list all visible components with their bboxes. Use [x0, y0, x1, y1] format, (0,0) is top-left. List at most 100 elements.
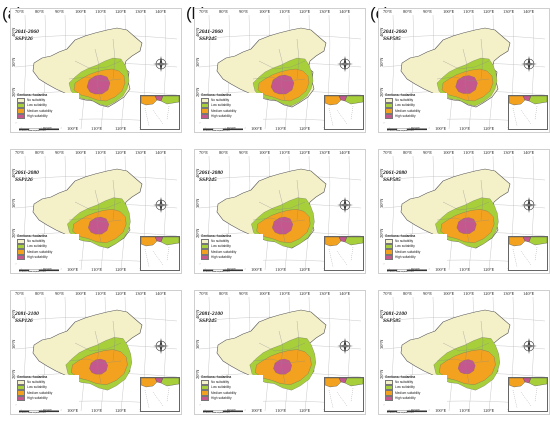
- top-tick-label: 110°E: [279, 150, 291, 155]
- legend-item: Low suitability: [17, 102, 79, 109]
- legend-swatch: [201, 254, 209, 261]
- bottom-tick-label: 120°E: [299, 126, 311, 131]
- scenario-label: SSP585: [383, 36, 401, 42]
- north-arrow-icon: [153, 56, 169, 72]
- top-tick-label: 110°E: [279, 291, 291, 296]
- scale-bar: 0 265 530 1,060 Km: [19, 410, 59, 414]
- legend-item: High suitability: [385, 395, 447, 402]
- bottom-tick-label: 120°E: [299, 408, 311, 413]
- high-suitability-region: [456, 217, 477, 234]
- legend-item: Low suitability: [385, 243, 447, 250]
- bottom-tick-label: 110°E: [459, 408, 471, 413]
- legend-title: Gentiana rhodantha: [201, 375, 232, 379]
- legend-label: High suitability: [27, 114, 48, 119]
- legend-title: Gentiana rhodantha: [385, 375, 416, 379]
- left-tick-label: 30°N: [379, 57, 384, 67]
- top-tick-label: 90°E: [239, 9, 249, 14]
- top-tick-label: 140°E: [155, 291, 167, 296]
- top-tick-label: 140°E: [523, 291, 535, 296]
- bottom-tick-label: 100°E: [67, 267, 79, 272]
- left-tick-label: 20°N: [195, 87, 200, 97]
- map-panel-ssp585-2041-2060: 70°E80°E90°E100°E110°E120°E130°E140°E90°…: [378, 8, 550, 133]
- top-tick-label: 80°E: [403, 9, 413, 14]
- legend-item: High suitability: [17, 395, 79, 402]
- period-label: 2081-2100: [199, 311, 223, 317]
- period-label: 2041-2060: [199, 29, 223, 35]
- left-tick-label: 20°N: [379, 87, 384, 97]
- bottom-tick-label: 120°E: [299, 267, 311, 272]
- scenario-label: SSP126: [15, 318, 33, 324]
- south-china-sea-inset: [140, 377, 180, 412]
- bottom-tick-label: 100°E: [251, 126, 263, 131]
- legend-swatch: [201, 249, 209, 255]
- legend-swatch: [385, 390, 393, 396]
- map-legend: Gentiana rhodantha No suitability Low suit…: [17, 375, 79, 409]
- left-tick-label: 30°N: [379, 198, 384, 208]
- period-label: 2061-2080: [199, 170, 223, 176]
- top-tick-label: 130°E: [319, 291, 331, 296]
- legend-item: High suitability: [17, 113, 79, 120]
- legend-label: No suitability: [395, 97, 414, 102]
- top-tick-label: 100°E: [75, 291, 87, 296]
- province-borders: [436, 179, 490, 243]
- legend-swatch: [385, 108, 393, 114]
- legend-swatch: [17, 238, 25, 244]
- high-suitability-region: [272, 216, 294, 235]
- top-tick-label: 140°E: [523, 9, 535, 14]
- top-tick-label: 70°E: [15, 150, 25, 155]
- top-tick-label: 130°E: [503, 150, 515, 155]
- top-tick-label: 100°E: [75, 150, 87, 155]
- legend-swatch: [201, 102, 209, 109]
- left-tick-label: 20°N: [11, 369, 16, 379]
- south-china-sea-inset: [140, 236, 180, 271]
- legend-label: Low suitability: [395, 103, 415, 108]
- legend-label: High suitability: [27, 396, 48, 401]
- scale-bar: 0 265 530 1,060 Km: [387, 410, 427, 414]
- top-tick-label: 110°E: [463, 291, 475, 296]
- legend-label: No suitability: [211, 238, 230, 243]
- legend-item: No suitability: [201, 379, 263, 385]
- legend-label: Low suitability: [27, 103, 47, 108]
- top-tick-label: 120°E: [299, 150, 311, 155]
- top-tick-label: 90°E: [423, 150, 433, 155]
- panel-title: 2081-2100 SSP245: [199, 311, 223, 325]
- china-map: [14, 296, 178, 412]
- top-tick-label: 110°E: [95, 291, 107, 296]
- scenario-label: SSP126: [15, 36, 33, 42]
- top-tick-label: 100°E: [259, 150, 271, 155]
- top-tick-label: 120°E: [483, 150, 495, 155]
- map-legend: Gentiana rhodantha No suitability Low suit…: [385, 234, 447, 268]
- legend-label: No suitability: [211, 379, 230, 384]
- south-china-sea-inset: [508, 95, 548, 130]
- legend-swatch: [201, 238, 209, 244]
- top-tick-label: 120°E: [115, 150, 127, 155]
- map-legend: Gentiana rhodantha No suitability Low suit…: [201, 93, 263, 127]
- legend-item: Low suitability: [385, 384, 447, 391]
- top-tick-label: 110°E: [95, 150, 107, 155]
- top-tick-label: 80°E: [35, 9, 45, 14]
- legend-label: Low suitability: [27, 385, 47, 390]
- top-tick-label: 70°E: [15, 9, 25, 14]
- legend-item: Low suitability: [385, 102, 447, 109]
- legend-swatch: [201, 97, 209, 103]
- legend-label: Low suitability: [395, 244, 415, 249]
- top-tick-label: 80°E: [219, 150, 229, 155]
- scale-bar: 0 265 530 1,060 Km: [203, 410, 243, 414]
- top-tick-label: 100°E: [443, 9, 455, 14]
- legend-swatch: [17, 395, 25, 402]
- legend-item: Medium suitability: [201, 390, 263, 396]
- legend-title: Gentiana rhodantha: [201, 93, 232, 97]
- top-tick-label: 80°E: [35, 291, 45, 296]
- high-suitability-region: [270, 74, 295, 95]
- province-borders: [68, 179, 122, 243]
- scenario-label: SSP585: [383, 177, 401, 183]
- panel-title: 2061-2080 SSP585: [383, 170, 407, 184]
- legend-item: Medium suitability: [385, 249, 447, 255]
- left-tick-label: 30°N: [11, 339, 16, 349]
- scale-bar: 0 265 530 1,060 Km: [387, 269, 427, 273]
- top-tick-label: 120°E: [483, 291, 495, 296]
- legend-label: Low suitability: [211, 244, 231, 249]
- north-arrow-icon: [153, 338, 169, 354]
- map-panel-ssp585-2061-2080: 70°E80°E90°E100°E110°E120°E130°E140°E90°…: [378, 149, 550, 274]
- top-tick-label: 130°E: [135, 150, 147, 155]
